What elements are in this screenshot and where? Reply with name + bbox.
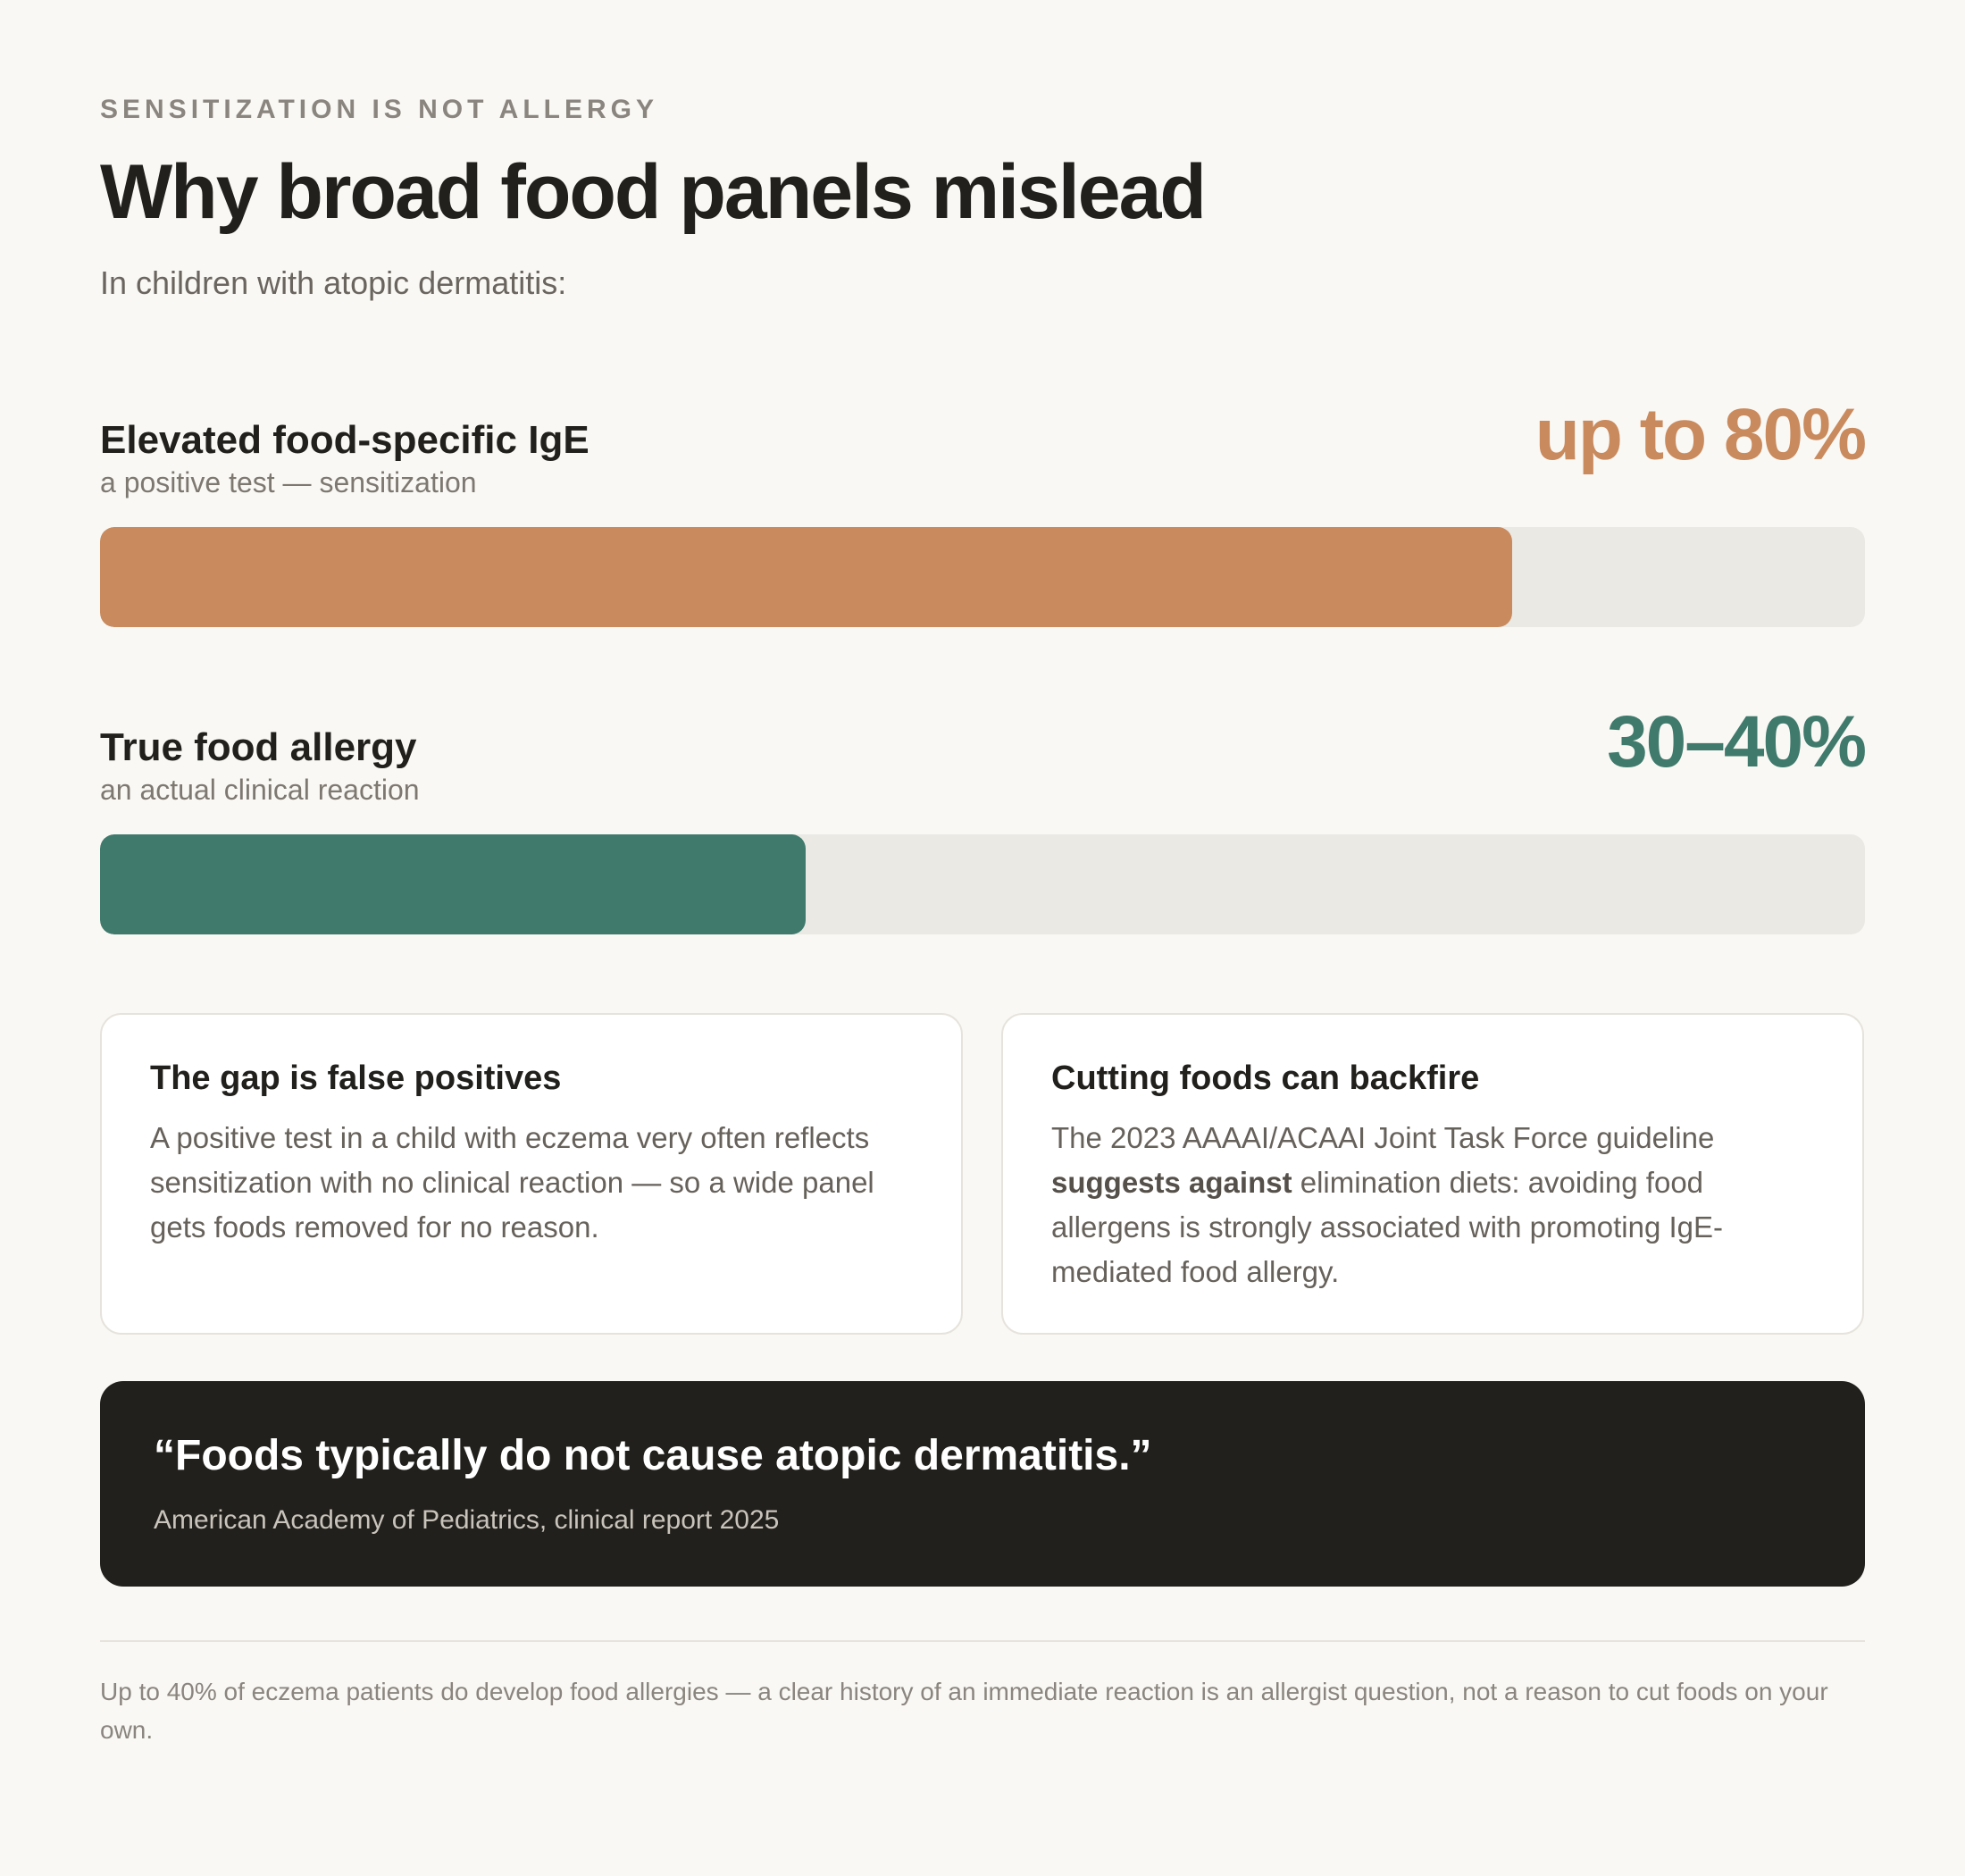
info-card-backfire: Cutting foods can backfire The 2023 AAAA…: [1001, 1013, 1864, 1335]
metric-label: Elevated food-specific IgE: [100, 418, 590, 462]
card-body-emphasis: suggests against: [1051, 1166, 1292, 1199]
metric-sublabel: an actual clinical reaction: [100, 774, 420, 806]
metric-label: True food allergy: [100, 725, 417, 769]
bar-fill-allergy: [100, 834, 807, 934]
bar-fill-ige: [100, 527, 1512, 627]
quote-source: American Academy of Pediatrics, clinical…: [154, 1505, 780, 1535]
bar-track: [100, 527, 1865, 627]
metric-value-label: 30–40%: [1607, 701, 1867, 783]
eyebrow-label: SENSITIZATION IS NOT ALLERGY: [100, 95, 659, 124]
info-card-false-positives: The gap is false positives A positive te…: [100, 1013, 963, 1335]
card-body-text: The 2023 AAAAI/ACAAI Joint Task Force gu…: [1051, 1121, 1715, 1154]
card-title: The gap is false positives: [150, 1059, 562, 1097]
card-body: The 2023 AAAAI/ACAAI Joint Task Force gu…: [1051, 1116, 1814, 1294]
page-subtitle: In children with atopic dermatitis:: [100, 264, 567, 301]
footnote: Up to 40% of eczema patients do develop …: [100, 1678, 1828, 1744]
card-body-text: elimination diets: avoiding food allerge…: [1051, 1166, 1724, 1288]
metric-value-label: up to 80%: [1534, 394, 1867, 475]
bar-track: [100, 834, 1865, 934]
divider: [100, 1640, 1865, 1642]
page-title: Why broad food panels mislead: [100, 149, 1207, 235]
card-title: Cutting foods can backfire: [1051, 1059, 1480, 1097]
card-body: A positive test in a child with eczema v…: [150, 1121, 874, 1244]
metric-sublabel: a positive test — sensitization: [100, 466, 477, 498]
quote-text: “Foods typically do not cause atopic der…: [154, 1432, 1152, 1479]
quote-block: “Foods typically do not cause atopic der…: [100, 1381, 1865, 1587]
